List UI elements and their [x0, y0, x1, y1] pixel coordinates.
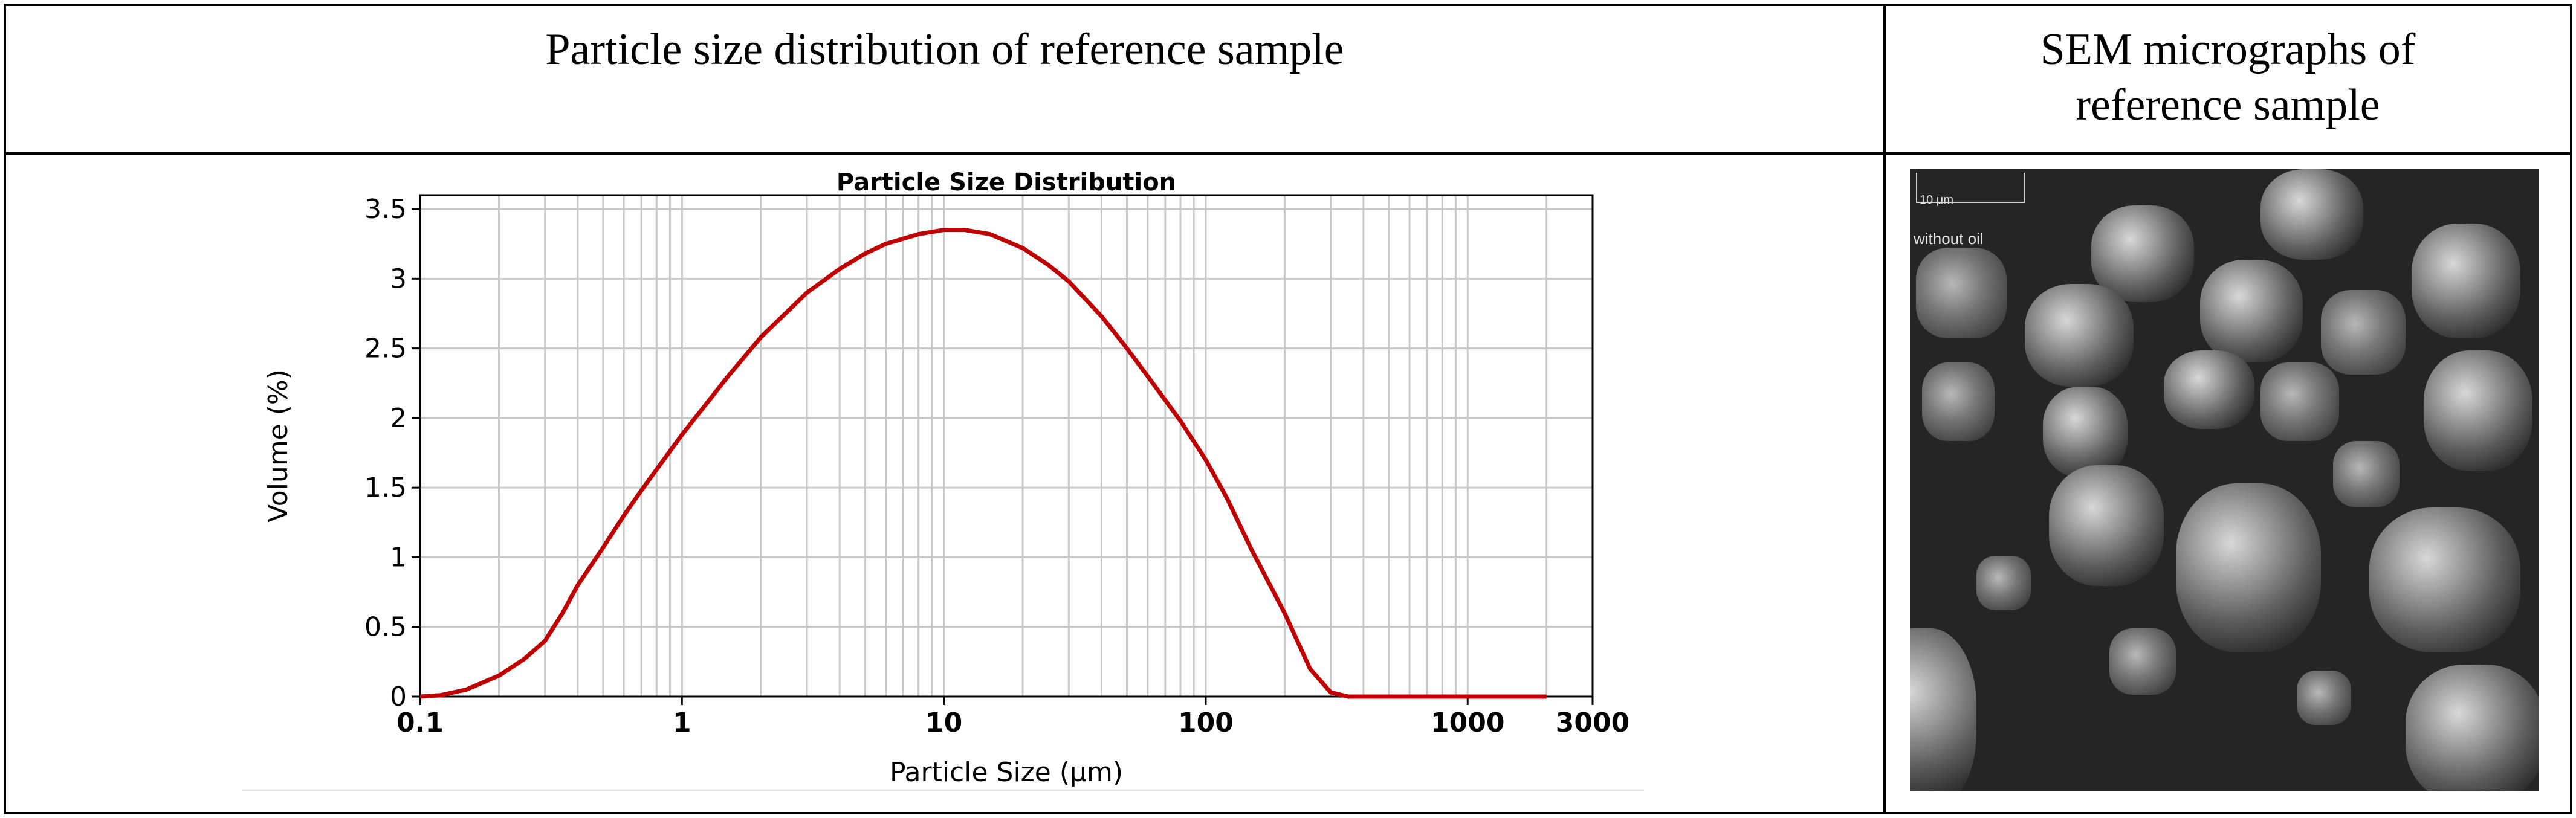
sem-image-label: without oil [1914, 230, 1984, 248]
header-right-line2: reference sample [2076, 80, 2380, 130]
particle [2369, 507, 2520, 652]
particle [2412, 224, 2520, 338]
y-tick-label: 2.5 [364, 333, 407, 364]
plot-border [419, 194, 1594, 698]
particle [2091, 205, 2194, 302]
particle [1916, 248, 2007, 338]
particle [2109, 628, 2176, 695]
row-divider [4, 152, 2572, 155]
chart-title: Particle Size Distribution [837, 169, 1176, 196]
particle [2333, 441, 2400, 507]
y-tick-label: 3 [390, 263, 407, 294]
particle [1910, 628, 1976, 791]
y-axis-label: Volume (%) [263, 369, 294, 523]
particle [2321, 290, 2406, 375]
particle [2025, 284, 2134, 387]
header-right: SEM micrographs of reference sample [1886, 22, 2570, 133]
sem-micrograph: 10 μm without oil [1910, 169, 2539, 791]
scale-bar-label: 10 μm [1920, 193, 1953, 207]
particle [2406, 665, 2539, 791]
particle [2260, 362, 2339, 441]
x-tick-label: 3000 [1556, 707, 1629, 738]
particle [2424, 350, 2532, 471]
particle [2297, 671, 2351, 725]
header-left: Particle size distribution of reference … [545, 25, 1344, 74]
x-axis-label: Particle Size (μm) [890, 757, 1123, 788]
y-tick-label: 3.5 [364, 194, 407, 225]
particle [1922, 362, 1995, 441]
header-right-line1: SEM micrographs of [2040, 25, 2416, 74]
scale-bar [1916, 173, 2025, 203]
particle [2043, 387, 2128, 477]
x-tick-label: 0.1 [396, 707, 444, 738]
particle [1976, 556, 2031, 610]
x-tick-label: 10 [925, 707, 962, 738]
table-frame [4, 4, 2572, 814]
x-tick-label: 1 [673, 707, 691, 738]
y-tick-label: 0 [390, 681, 407, 712]
particle [2200, 260, 2303, 362]
particle [2176, 483, 2321, 652]
plot-area [420, 195, 1593, 697]
particle [2260, 169, 2363, 260]
y-tick-label: 0.5 [364, 612, 407, 643]
x-tick-label: 100 [1178, 707, 1234, 738]
column-divider [1883, 4, 1886, 814]
series-line [419, 228, 1547, 699]
particle [2049, 465, 2164, 586]
y-tick-label: 1.5 [364, 472, 407, 503]
y-tick-label: 2 [390, 403, 407, 434]
particle-size-chart: 0 0.5 1 1.5 2 2.5 3 3.5 0.1 1 10 100 1000 3000 Particl… [242, 169, 1644, 791]
y-tick-label: 1 [390, 542, 407, 573]
particle [2164, 350, 2254, 429]
x-tick-label: 1000 [1431, 707, 1504, 738]
